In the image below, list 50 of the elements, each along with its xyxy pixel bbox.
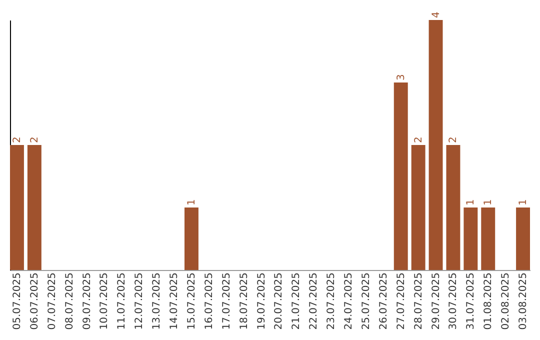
data-label: 1: [466, 199, 477, 206]
bar: [394, 82, 408, 270]
bar: [516, 208, 530, 270]
bar: [464, 208, 478, 270]
data-label: 2: [29, 136, 40, 143]
x-tick-label: 30.07.2025: [448, 272, 460, 330]
x-tick-label: 21.07.2025: [291, 272, 302, 330]
x-tick-label: 15.07.2025: [186, 272, 198, 330]
x-tick-label: 12.07.2025: [134, 272, 146, 330]
x-tick-label: 26.07.2025: [378, 272, 390, 330]
x-tick-label: 14.07.2025: [169, 272, 180, 330]
x-tick-label: 27.07.2025: [396, 272, 407, 330]
x-tick-label: 07.07.2025: [46, 272, 58, 330]
x-tick-label: 22.07.2025: [308, 272, 320, 330]
bar: [446, 145, 460, 270]
x-tick-label: 16.07.2025: [204, 272, 215, 330]
x-tick-label: 20.07.2025: [274, 272, 285, 330]
x-tick-label: 01.08.2025: [483, 272, 494, 330]
bar: [27, 145, 42, 270]
x-tick-label: 19.07.2025: [256, 272, 268, 330]
x-tick-label: 24.07.2025: [344, 272, 355, 330]
data-label: 1: [186, 199, 198, 206]
x-tick-label: 05.07.2025: [12, 272, 23, 330]
x-tick-label: 13.07.2025: [152, 272, 163, 330]
bar: [184, 208, 198, 270]
data-label: 1: [518, 199, 530, 206]
x-tick-label: 17.07.2025: [221, 272, 232, 330]
data-label: 3: [396, 74, 407, 80]
data-label: 2: [12, 136, 23, 143]
x-tick-label: 31.07.2025: [466, 272, 477, 330]
x-tick-label: 11.07.2025: [116, 272, 128, 330]
x-tick-label: 09.07.2025: [82, 272, 93, 330]
x-tick-label: 08.07.2025: [64, 272, 76, 330]
bar: [481, 208, 496, 270]
x-tick-label: 23.07.2025: [326, 272, 338, 330]
data-label: 2: [413, 136, 424, 143]
bar: [10, 145, 24, 270]
x-tick-label: 03.08.2025: [518, 272, 530, 330]
x-tick-label: 10.07.2025: [99, 272, 110, 330]
bar: [411, 145, 426, 270]
bar: [428, 20, 443, 270]
data-label: 4: [430, 12, 442, 18]
data-label: 2: [448, 136, 460, 143]
x-tick-label: 29.07.2025: [430, 272, 442, 330]
data-label: 1: [483, 199, 494, 206]
x-tick-label: 25.07.2025: [360, 272, 372, 330]
x-tick-label: 06.07.2025: [29, 272, 40, 330]
x-tick-label: 02.08.2025: [500, 272, 512, 330]
x-tick-label: 18.07.2025: [238, 272, 250, 330]
x-tick-label: 28.07.2025: [413, 272, 424, 330]
